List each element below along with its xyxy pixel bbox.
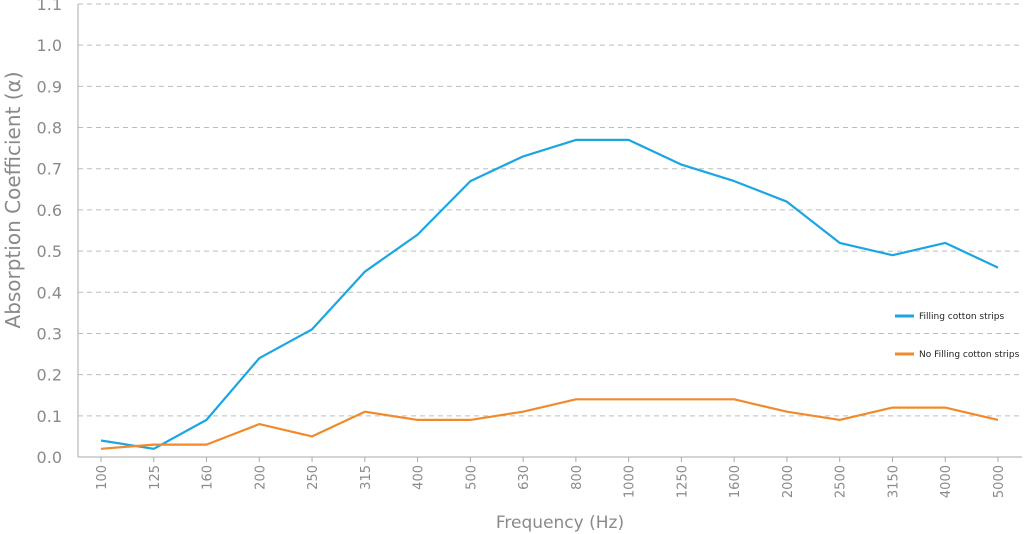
- grid-lines: [78, 3, 1022, 417]
- legend-label: Filling cotton strips: [919, 312, 1005, 322]
- y-tick-label: 0.4: [37, 283, 62, 302]
- x-tick-label: 200: [253, 465, 268, 490]
- y-axis-ticks: 0.0 0.1 0.2 0.3 0.4 0.5 0.6 0.7 0.8 0.9 1.0 1.1: [37, 0, 62, 467]
- y-tick-label: 0.3: [37, 324, 62, 343]
- x-tick-label: 630: [517, 465, 532, 490]
- y-tick-label: 0.2: [37, 366, 62, 385]
- y-tick-label: 0.5: [37, 242, 62, 261]
- y-tick-label: 0.0: [37, 448, 62, 467]
- x-tick-label: 250: [306, 465, 321, 490]
- y-tick-label: 0.1: [37, 407, 62, 426]
- y-tick-label: 0.9: [37, 77, 62, 96]
- x-axis-ticks: 100 125 160 200 250 315 400 500 630 800 1000 1250 16…: [95, 457, 1007, 498]
- x-tick-label: 1250: [675, 465, 690, 498]
- y-tick-label: 1.1: [37, 0, 62, 14]
- x-axis-label: Frequency (Hz): [496, 513, 624, 533]
- x-tick-label: 4000: [939, 465, 954, 498]
- x-tick-label: 500: [464, 465, 479, 490]
- x-tick-label: 5000: [992, 465, 1007, 498]
- series-line-1: [100, 138, 999, 450]
- series-line-2: [100, 398, 999, 450]
- y-axis-label: Absorption Coefficient (α): [1, 72, 25, 329]
- x-tick-label: 315: [359, 465, 374, 490]
- x-tick-label: 2000: [781, 465, 796, 498]
- legend: Filling cotton strips No Filling cotton s…: [895, 312, 1020, 360]
- y-tick-label: 1.0: [37, 36, 62, 55]
- x-tick-label: 400: [412, 465, 427, 490]
- legend-label: No Filling cotton strips: [919, 350, 1020, 360]
- x-tick-label: 125: [148, 465, 163, 490]
- series-group: [100, 138, 999, 450]
- x-tick-label: 100: [95, 465, 110, 490]
- x-tick-label: 3150: [886, 465, 901, 498]
- x-tick-label: 160: [201, 465, 216, 490]
- x-tick-label: 1600: [728, 465, 743, 498]
- y-tick-label: 0.7: [37, 160, 62, 179]
- x-tick-label: 2500: [834, 465, 849, 498]
- y-tick-label: 0.8: [37, 119, 62, 138]
- x-tick-label: 1000: [623, 465, 638, 498]
- y-tick-label: 0.6: [37, 201, 62, 220]
- x-tick-label: 800: [570, 465, 585, 490]
